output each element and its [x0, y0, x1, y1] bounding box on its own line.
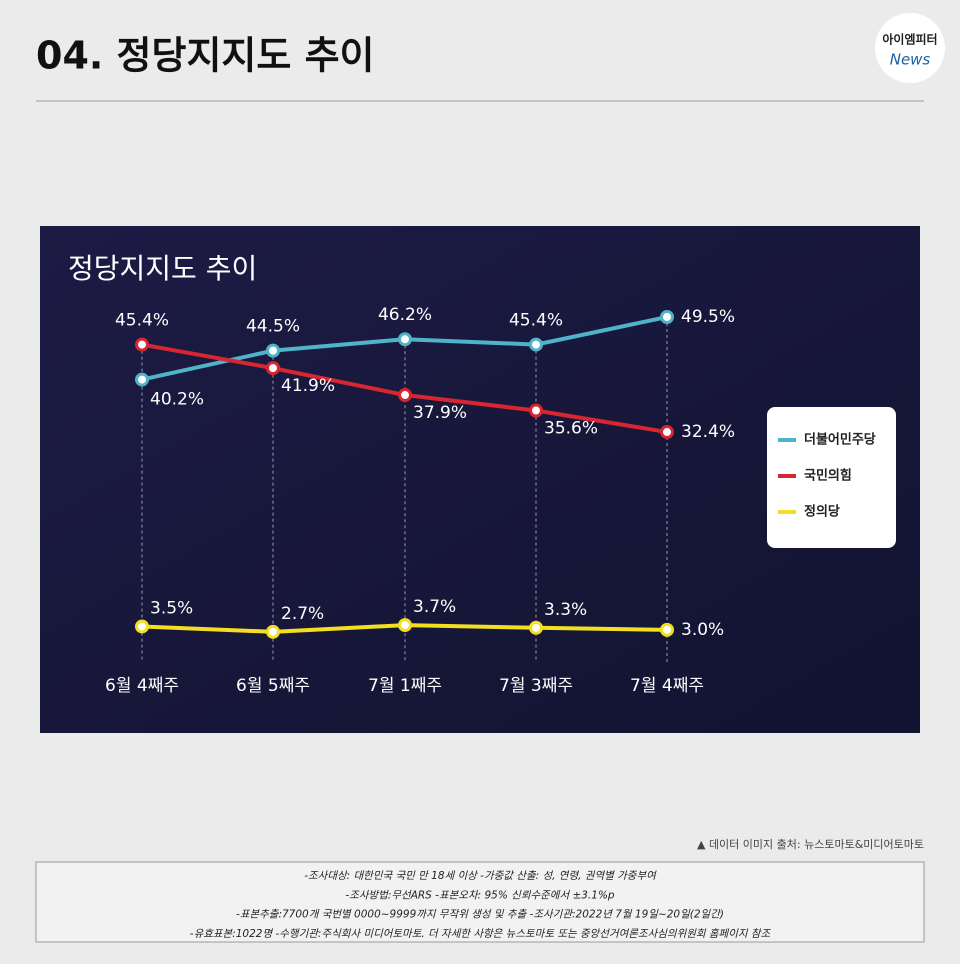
data-point: [398, 618, 412, 633]
logo-text: 아이엠피터: [882, 32, 937, 47]
x-tick-label: 6월 4째주: [105, 676, 179, 696]
data-label: 3.7%: [413, 597, 456, 617]
chart-title: 정당지지도 추이: [68, 252, 257, 285]
data-label: 44.5%: [246, 317, 300, 337]
legend: [767, 407, 896, 548]
data-point: [529, 403, 543, 418]
logo-text: News: [890, 51, 931, 69]
data-label: 3.5%: [150, 598, 193, 618]
data-point: [266, 624, 280, 639]
note-line: -유효표본:1022명 -수행기관:주식회사 미디어토마토. 더 자세한 사항은…: [190, 928, 772, 940]
data-label: 2.7%: [281, 604, 324, 624]
note-line: -조사대상: 대한민국 국민 만 18세 이상 -가중값 산출: 성, 연령, …: [304, 870, 657, 882]
legend-label: 국민의힘: [804, 468, 852, 484]
data-point: [660, 425, 674, 440]
data-point: [266, 343, 280, 358]
legend-label: 정의당: [804, 504, 840, 520]
x-tick-label: 6월 5째주: [236, 676, 310, 696]
data-label: 35.6%: [544, 419, 598, 439]
data-point: [529, 620, 543, 635]
data-label: 45.4%: [509, 311, 563, 331]
source: ▲ 데이터 이미지 출처: 뉴스토마토&미디어토마토: [697, 838, 924, 851]
data-point: [660, 310, 674, 324]
data-label: 49.5%: [681, 307, 735, 327]
x-tick-label: 7월 3째주: [499, 676, 573, 696]
data-label: 3.0%: [681, 620, 724, 640]
x-tick-label: 7월 4째주: [630, 676, 704, 696]
page-title: 04. 정당지지도 추이: [36, 34, 375, 78]
data-point: [398, 332, 412, 347]
data-label: 32.4%: [681, 422, 735, 442]
note-line: -조사방법:무선ARS -표본오차: 95% 신뢰수준에서 ±3.1%p: [345, 889, 615, 901]
data-point: [135, 337, 149, 352]
data-point: [660, 622, 674, 637]
data-label: 41.9%: [281, 376, 335, 396]
x-tick-label: 7월 1째주: [368, 676, 442, 696]
data-label: 45.4%: [115, 311, 169, 331]
data-label: 37.9%: [413, 403, 467, 423]
data-point: [135, 619, 149, 634]
notes-box: [35, 861, 925, 943]
note-line: -표본추출:7700개 국번별 0000~9999까지 무작위 생성 및 추출 …: [236, 909, 724, 921]
data-label: 40.2%: [150, 390, 204, 410]
chart-content: 6월 4째주 6월 5째주 7월 1째주 7월 3째주 7월 4째주 40.2% 44.5%…: [105, 305, 876, 940]
data-label: 46.2%: [378, 305, 432, 325]
data-point: [266, 361, 280, 376]
data-point: [529, 337, 543, 352]
data-point: [135, 372, 149, 387]
data-label: 3.3%: [544, 600, 587, 620]
logo: [875, 13, 945, 83]
legend-label: 더불어민주당: [804, 432, 876, 448]
data-point: [398, 388, 412, 403]
